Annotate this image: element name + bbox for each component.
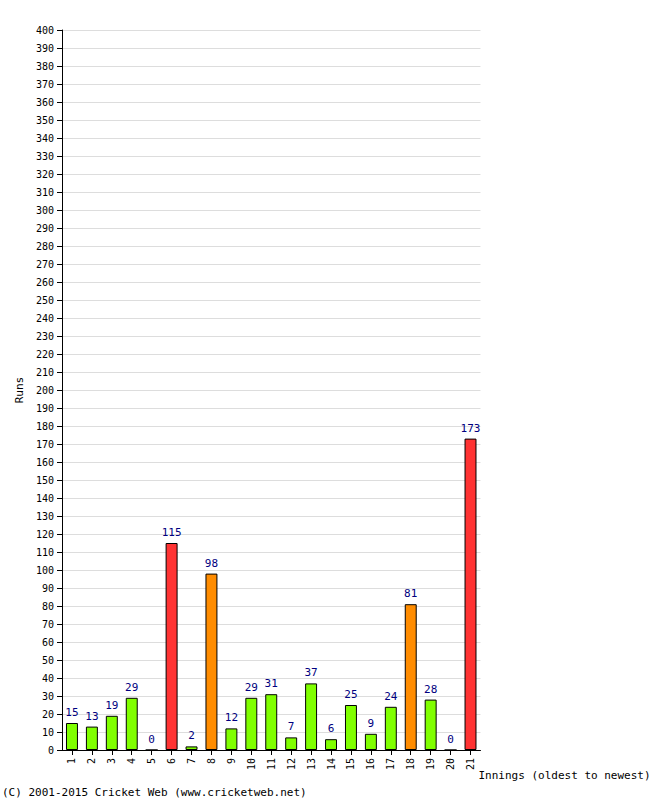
svg-text:98: 98 bbox=[205, 557, 218, 570]
svg-text:12: 12 bbox=[225, 711, 238, 724]
svg-text:28: 28 bbox=[424, 683, 437, 696]
svg-text:290: 290 bbox=[36, 223, 54, 234]
svg-text:230: 230 bbox=[36, 331, 54, 342]
svg-text:18: 18 bbox=[405, 758, 416, 770]
svg-text:4: 4 bbox=[126, 758, 137, 764]
svg-text:180: 180 bbox=[36, 421, 54, 432]
svg-text:14: 14 bbox=[326, 758, 337, 770]
svg-text:9: 9 bbox=[226, 758, 237, 764]
svg-text:370: 370 bbox=[36, 79, 54, 90]
svg-text:80: 80 bbox=[42, 601, 54, 612]
svg-text:11: 11 bbox=[266, 758, 277, 770]
svg-text:320: 320 bbox=[36, 169, 54, 180]
svg-text:70: 70 bbox=[42, 619, 54, 630]
svg-text:350: 350 bbox=[36, 115, 54, 126]
svg-text:1: 1 bbox=[66, 758, 77, 764]
svg-text:3: 3 bbox=[106, 758, 117, 764]
svg-text:7: 7 bbox=[186, 758, 197, 764]
svg-text:90: 90 bbox=[42, 583, 54, 594]
svg-text:170: 170 bbox=[36, 439, 54, 450]
svg-text:13: 13 bbox=[306, 758, 317, 770]
svg-text:(C) 2001-2015 Cricket Web (www: (C) 2001-2015 Cricket Web (www.cricketwe… bbox=[2, 786, 307, 799]
svg-text:0: 0 bbox=[148, 733, 155, 746]
svg-text:20: 20 bbox=[42, 709, 54, 720]
svg-text:220: 220 bbox=[36, 349, 54, 360]
svg-text:10: 10 bbox=[42, 727, 54, 738]
svg-text:115: 115 bbox=[162, 526, 182, 539]
svg-text:310: 310 bbox=[36, 187, 54, 198]
svg-text:340: 340 bbox=[36, 133, 54, 144]
svg-text:19: 19 bbox=[425, 758, 436, 770]
svg-text:29: 29 bbox=[245, 681, 258, 694]
svg-text:37: 37 bbox=[304, 666, 317, 679]
svg-text:140: 140 bbox=[36, 493, 54, 504]
svg-text:200: 200 bbox=[36, 385, 54, 396]
svg-text:40: 40 bbox=[42, 673, 54, 684]
svg-text:250: 250 bbox=[36, 295, 54, 306]
svg-text:13: 13 bbox=[85, 710, 98, 723]
svg-text:400: 400 bbox=[36, 25, 54, 36]
svg-text:160: 160 bbox=[36, 457, 54, 468]
svg-text:120: 120 bbox=[36, 529, 54, 540]
svg-text:6: 6 bbox=[328, 722, 335, 735]
svg-text:15: 15 bbox=[65, 706, 78, 719]
svg-text:30: 30 bbox=[42, 691, 54, 702]
svg-text:8: 8 bbox=[206, 758, 217, 764]
svg-text:81: 81 bbox=[404, 587, 417, 600]
svg-text:15: 15 bbox=[345, 758, 356, 770]
svg-text:50: 50 bbox=[42, 655, 54, 666]
svg-text:Innings (oldest to newest): Innings (oldest to newest) bbox=[478, 769, 650, 782]
svg-text:150: 150 bbox=[36, 475, 54, 486]
svg-text:60: 60 bbox=[42, 637, 54, 648]
svg-text:21: 21 bbox=[465, 758, 476, 770]
svg-text:16: 16 bbox=[365, 758, 376, 770]
svg-text:7: 7 bbox=[288, 720, 295, 733]
svg-text:5: 5 bbox=[146, 758, 157, 764]
svg-text:260: 260 bbox=[36, 277, 54, 288]
svg-text:2: 2 bbox=[188, 729, 195, 742]
svg-text:360: 360 bbox=[36, 97, 54, 108]
svg-text:12: 12 bbox=[286, 758, 297, 770]
svg-text:130: 130 bbox=[36, 511, 54, 522]
svg-text:173: 173 bbox=[461, 422, 481, 435]
svg-text:6: 6 bbox=[166, 758, 177, 764]
svg-text:29: 29 bbox=[125, 681, 138, 694]
svg-text:25: 25 bbox=[344, 688, 357, 701]
svg-text:17: 17 bbox=[385, 758, 396, 770]
svg-text:390: 390 bbox=[36, 43, 54, 54]
svg-text:10: 10 bbox=[246, 758, 257, 770]
svg-text:270: 270 bbox=[36, 259, 54, 270]
svg-text:0: 0 bbox=[48, 745, 54, 756]
svg-text:380: 380 bbox=[36, 61, 54, 72]
svg-text:31: 31 bbox=[265, 677, 278, 690]
svg-text:100: 100 bbox=[36, 565, 54, 576]
svg-text:0: 0 bbox=[447, 733, 454, 746]
svg-text:240: 240 bbox=[36, 313, 54, 324]
svg-text:2: 2 bbox=[86, 758, 97, 764]
svg-text:9: 9 bbox=[368, 717, 375, 730]
svg-text:280: 280 bbox=[36, 241, 54, 252]
svg-text:210: 210 bbox=[36, 367, 54, 378]
svg-text:190: 190 bbox=[36, 403, 54, 414]
svg-text:300: 300 bbox=[36, 205, 54, 216]
svg-text:330: 330 bbox=[36, 151, 54, 162]
svg-text:24: 24 bbox=[384, 690, 398, 703]
svg-text:19: 19 bbox=[105, 699, 118, 712]
svg-text:20: 20 bbox=[445, 758, 456, 770]
svg-text:Runs: Runs bbox=[13, 377, 26, 404]
svg-text:110: 110 bbox=[36, 547, 54, 558]
